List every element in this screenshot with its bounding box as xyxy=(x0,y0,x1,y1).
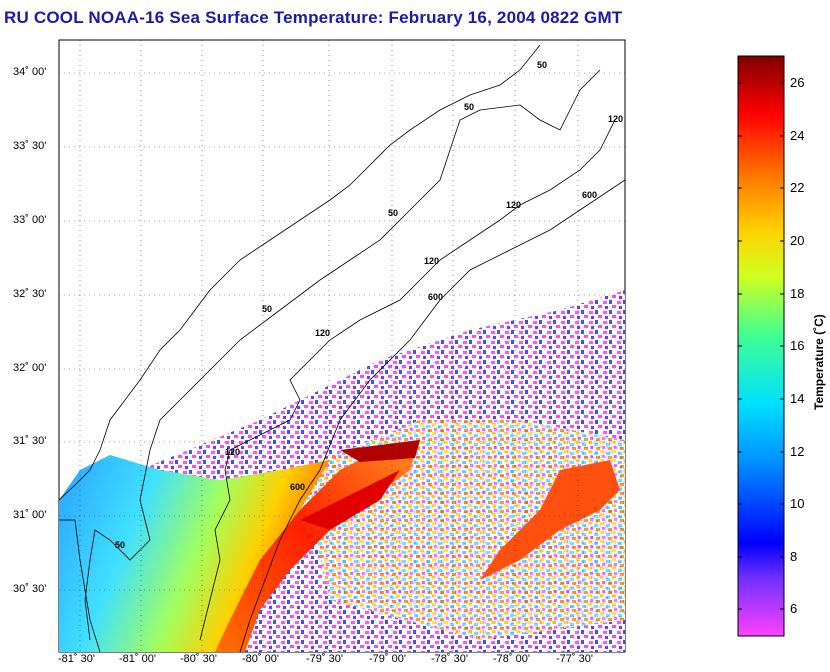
isobath-label: 50 xyxy=(388,208,398,218)
graticule xyxy=(59,40,625,652)
colorbar-tick-label: 10 xyxy=(790,496,805,511)
lon-label: -80˚ 00' xyxy=(242,653,279,665)
isobath-label: 120 xyxy=(424,256,439,266)
coastline xyxy=(59,44,541,501)
colorbar-title: Temperature (˚C) xyxy=(812,314,826,410)
warm-filament xyxy=(300,470,400,530)
lat-label: 33˚ 00' xyxy=(13,214,47,226)
colorbar-tick-label: 26 xyxy=(790,75,805,90)
lon-label: -77˚ 30' xyxy=(556,653,593,665)
lat-label: 30˚ 30' xyxy=(13,583,47,595)
isobath-120 xyxy=(199,119,616,641)
lon-label: -78˚ 30' xyxy=(431,653,468,665)
isobath-label: 600 xyxy=(428,292,443,302)
isobath-label: 50 xyxy=(464,102,474,112)
lon-label: -78˚ 00' xyxy=(493,653,530,665)
map-title: RU COOL NOAA-16 Sea Surface Temperature:… xyxy=(4,8,623,27)
colorbar-tick-label: 18 xyxy=(790,286,805,301)
lon-label: -81˚ 30' xyxy=(58,653,95,665)
colorbar-tick-label: 24 xyxy=(790,128,805,143)
colorbar-ticks xyxy=(738,82,784,610)
colorbar xyxy=(737,55,785,637)
lat-label: 34˚ 00' xyxy=(13,66,47,78)
isobath-label: 120 xyxy=(608,114,623,124)
colorbar-tick-label: 22 xyxy=(790,180,805,195)
isobath-label: 600 xyxy=(290,482,305,492)
isobath-label: 50 xyxy=(262,304,272,314)
isobath-label: 120 xyxy=(315,328,330,338)
colorbar-tick-label: 8 xyxy=(790,549,798,564)
colorbar-tick-label: 20 xyxy=(790,233,805,248)
colorbar-tick-label: 14 xyxy=(790,391,805,406)
isobath-label: 50 xyxy=(537,60,547,70)
sst-shelf-water xyxy=(59,455,330,652)
gulf-stream-core xyxy=(340,440,420,462)
colorbar-tick-label: 16 xyxy=(790,338,805,353)
isobath-label: 120 xyxy=(506,200,521,210)
lon-label: -81˚ 00' xyxy=(119,653,156,665)
colorbar-tick-label: 12 xyxy=(790,444,805,459)
lat-label: 32˚ 00' xyxy=(13,362,47,374)
lat-label: 32˚ 30' xyxy=(13,288,47,300)
isobath-50 xyxy=(84,69,601,641)
lat-label: 33˚ 30' xyxy=(13,140,47,152)
lat-label: 31˚ 30' xyxy=(13,435,47,447)
isobath-label: 120 xyxy=(225,447,240,457)
lon-label: -80˚ 30' xyxy=(180,653,217,665)
lat-label: 31˚ 00' xyxy=(13,509,47,521)
isobath-600 xyxy=(239,179,625,652)
isobath-label: 50 xyxy=(115,540,125,550)
isobath-label: 600 xyxy=(582,190,597,200)
lon-label: -79˚ 00' xyxy=(369,653,406,665)
colorbar-tick-label: 6 xyxy=(790,601,798,616)
lon-label: -79˚ 30' xyxy=(306,653,343,665)
